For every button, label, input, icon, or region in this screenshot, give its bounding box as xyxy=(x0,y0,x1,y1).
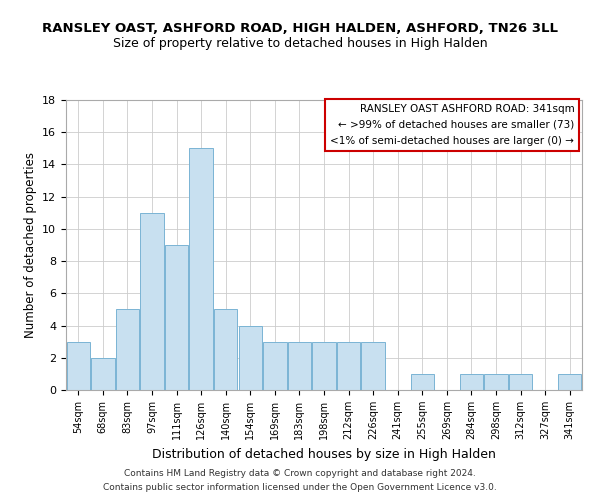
Text: Size of property relative to detached houses in High Halden: Size of property relative to detached ho… xyxy=(113,38,487,51)
Text: RANSLEY OAST, ASHFORD ROAD, HIGH HALDEN, ASHFORD, TN26 3LL: RANSLEY OAST, ASHFORD ROAD, HIGH HALDEN,… xyxy=(42,22,558,36)
Bar xyxy=(558,374,581,390)
Bar xyxy=(116,310,139,390)
Bar xyxy=(484,374,508,390)
Y-axis label: Number of detached properties: Number of detached properties xyxy=(23,152,37,338)
Text: Contains HM Land Registry data © Crown copyright and database right 2024.: Contains HM Land Registry data © Crown c… xyxy=(124,468,476,477)
Bar xyxy=(313,342,335,390)
Bar xyxy=(337,342,360,390)
Bar xyxy=(214,310,238,390)
Bar xyxy=(91,358,115,390)
Bar xyxy=(460,374,483,390)
Bar xyxy=(67,342,90,390)
Bar xyxy=(263,342,287,390)
Text: RANSLEY OAST ASHFORD ROAD: 341sqm
← >99% of detached houses are smaller (73)
<1%: RANSLEY OAST ASHFORD ROAD: 341sqm ← >99%… xyxy=(331,104,574,146)
Bar xyxy=(140,213,164,390)
Bar xyxy=(410,374,434,390)
Text: Contains public sector information licensed under the Open Government Licence v3: Contains public sector information licen… xyxy=(103,484,497,492)
Bar xyxy=(361,342,385,390)
Bar xyxy=(190,148,213,390)
Bar xyxy=(165,245,188,390)
X-axis label: Distribution of detached houses by size in High Halden: Distribution of detached houses by size … xyxy=(152,448,496,460)
Bar xyxy=(239,326,262,390)
Bar xyxy=(288,342,311,390)
Bar xyxy=(509,374,532,390)
